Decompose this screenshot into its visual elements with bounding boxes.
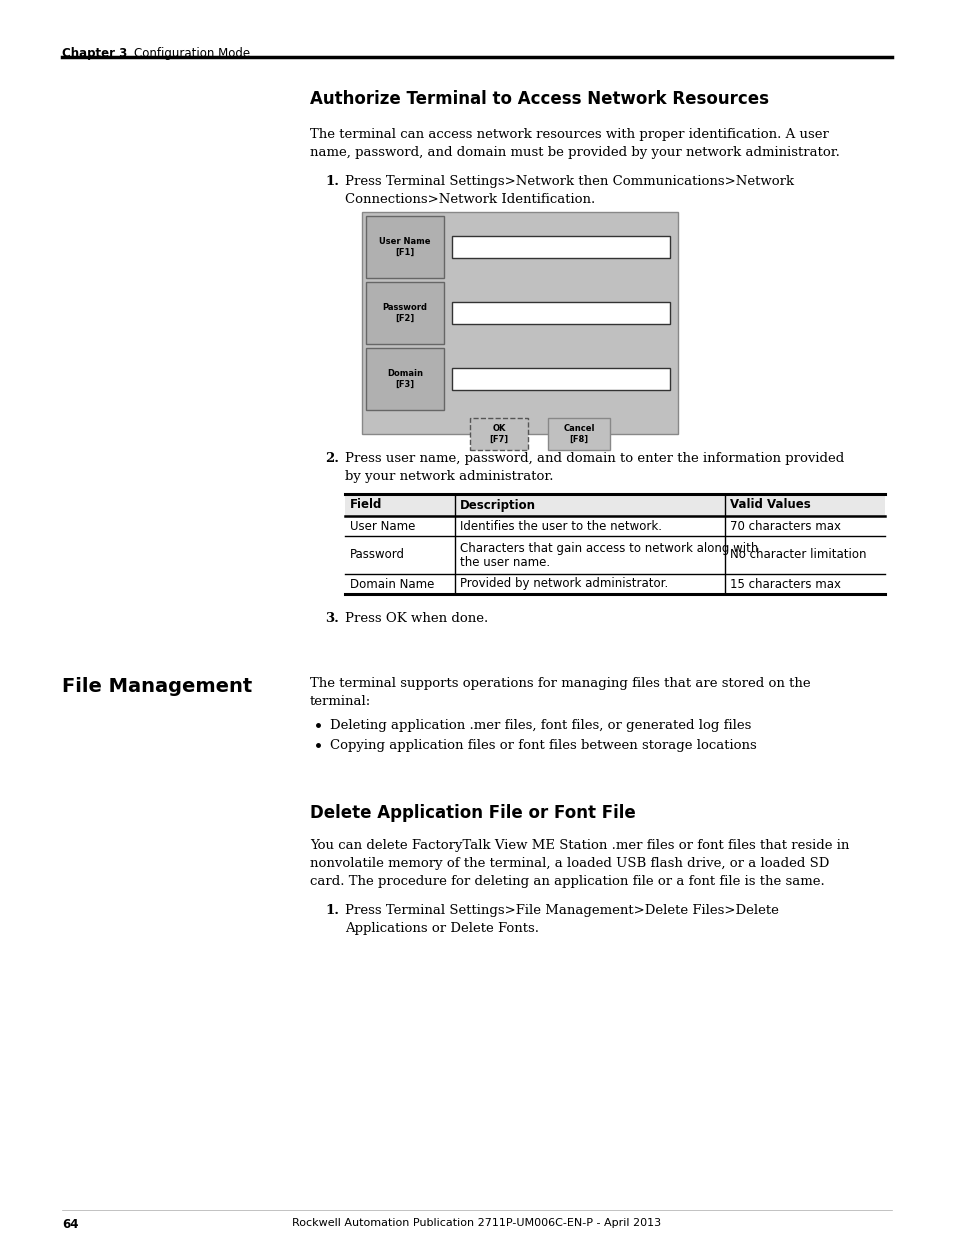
Text: the user name.: the user name. (459, 556, 550, 569)
Text: Password
[F2]: Password [F2] (382, 304, 427, 322)
Text: The terminal supports operations for managing files that are stored on the: The terminal supports operations for man… (310, 677, 810, 690)
Bar (366, 348, 443, 410)
Text: Rockwell Automation Publication 2711P-UM006C-EN-P - April 2013: Rockwell Automation Publication 2711P-UM… (293, 1218, 660, 1228)
Bar (452, 303, 669, 324)
Text: Identifies the user to the network.: Identifies the user to the network. (459, 520, 661, 532)
Bar (470, 417, 527, 450)
Text: Press user name, password, and domain to enter the information provided: Press user name, password, and domain to… (345, 452, 843, 466)
Text: Domain
[F3]: Domain [F3] (387, 369, 422, 389)
Text: The terminal can access network resources with proper identification. A user: The terminal can access network resource… (310, 128, 828, 141)
Text: Cancel
[F8]: Cancel [F8] (562, 425, 594, 443)
Text: 15 characters max: 15 characters max (729, 578, 841, 590)
Text: Field: Field (350, 499, 382, 511)
Text: Chapter 3: Chapter 3 (62, 47, 127, 61)
Text: Description: Description (459, 499, 536, 511)
Text: nonvolatile memory of the terminal, a loaded USB flash drive, or a loaded SD: nonvolatile memory of the terminal, a lo… (310, 857, 828, 869)
Text: Provided by network administrator.: Provided by network administrator. (459, 578, 667, 590)
Text: by your network administrator.: by your network administrator. (345, 471, 553, 483)
Text: 70 characters max: 70 characters max (729, 520, 841, 532)
Text: User Name: User Name (350, 520, 415, 532)
Text: Configuration Mode: Configuration Mode (133, 47, 250, 61)
Text: Press Terminal Settings>Network then Communications>Network: Press Terminal Settings>Network then Com… (345, 175, 793, 188)
Text: OK
[F7]: OK [F7] (489, 425, 508, 443)
Text: Password: Password (350, 548, 405, 562)
Text: Characters that gain access to network along with: Characters that gain access to network a… (459, 542, 758, 555)
Text: Press OK when done.: Press OK when done. (345, 613, 488, 625)
Text: Valid Values: Valid Values (729, 499, 810, 511)
Text: Domain Name: Domain Name (350, 578, 434, 590)
Bar (366, 216, 443, 278)
Text: File Management: File Management (62, 677, 252, 697)
Text: Deleting application .mer files, font files, or generated log files: Deleting application .mer files, font fi… (330, 719, 751, 732)
Bar (361, 212, 678, 433)
Text: Delete Application File or Font File: Delete Application File or Font File (310, 804, 635, 823)
Text: card. The procedure for deleting an application file or a font file is the same.: card. The procedure for deleting an appl… (310, 876, 824, 888)
Text: Copying application files or font files between storage locations: Copying application files or font files … (330, 739, 756, 752)
Text: No character limitation: No character limitation (729, 548, 865, 562)
Text: 64: 64 (62, 1218, 78, 1231)
Text: Applications or Delete Fonts.: Applications or Delete Fonts. (345, 923, 538, 935)
Text: 2.: 2. (325, 452, 338, 466)
Bar (345, 494, 884, 516)
Bar (547, 417, 609, 450)
Text: Press Terminal Settings>File Management>Delete Files>Delete: Press Terminal Settings>File Management>… (345, 904, 778, 918)
Bar (452, 236, 669, 258)
Text: name, password, and domain must be provided by your network administrator.: name, password, and domain must be provi… (310, 146, 839, 159)
Text: You can delete FactoryTalk View ME Station .mer files or font files that reside : You can delete FactoryTalk View ME Stati… (310, 839, 848, 852)
Text: 1.: 1. (325, 904, 338, 918)
Text: User Name
[F1]: User Name [F1] (379, 237, 431, 257)
Text: terminal:: terminal: (310, 695, 371, 708)
Text: Connections>Network Identification.: Connections>Network Identification. (345, 193, 595, 206)
Bar (452, 368, 669, 390)
Text: 1.: 1. (325, 175, 338, 188)
Text: Authorize Terminal to Access Network Resources: Authorize Terminal to Access Network Res… (310, 90, 768, 107)
Text: 3.: 3. (325, 613, 338, 625)
Bar (366, 282, 443, 345)
